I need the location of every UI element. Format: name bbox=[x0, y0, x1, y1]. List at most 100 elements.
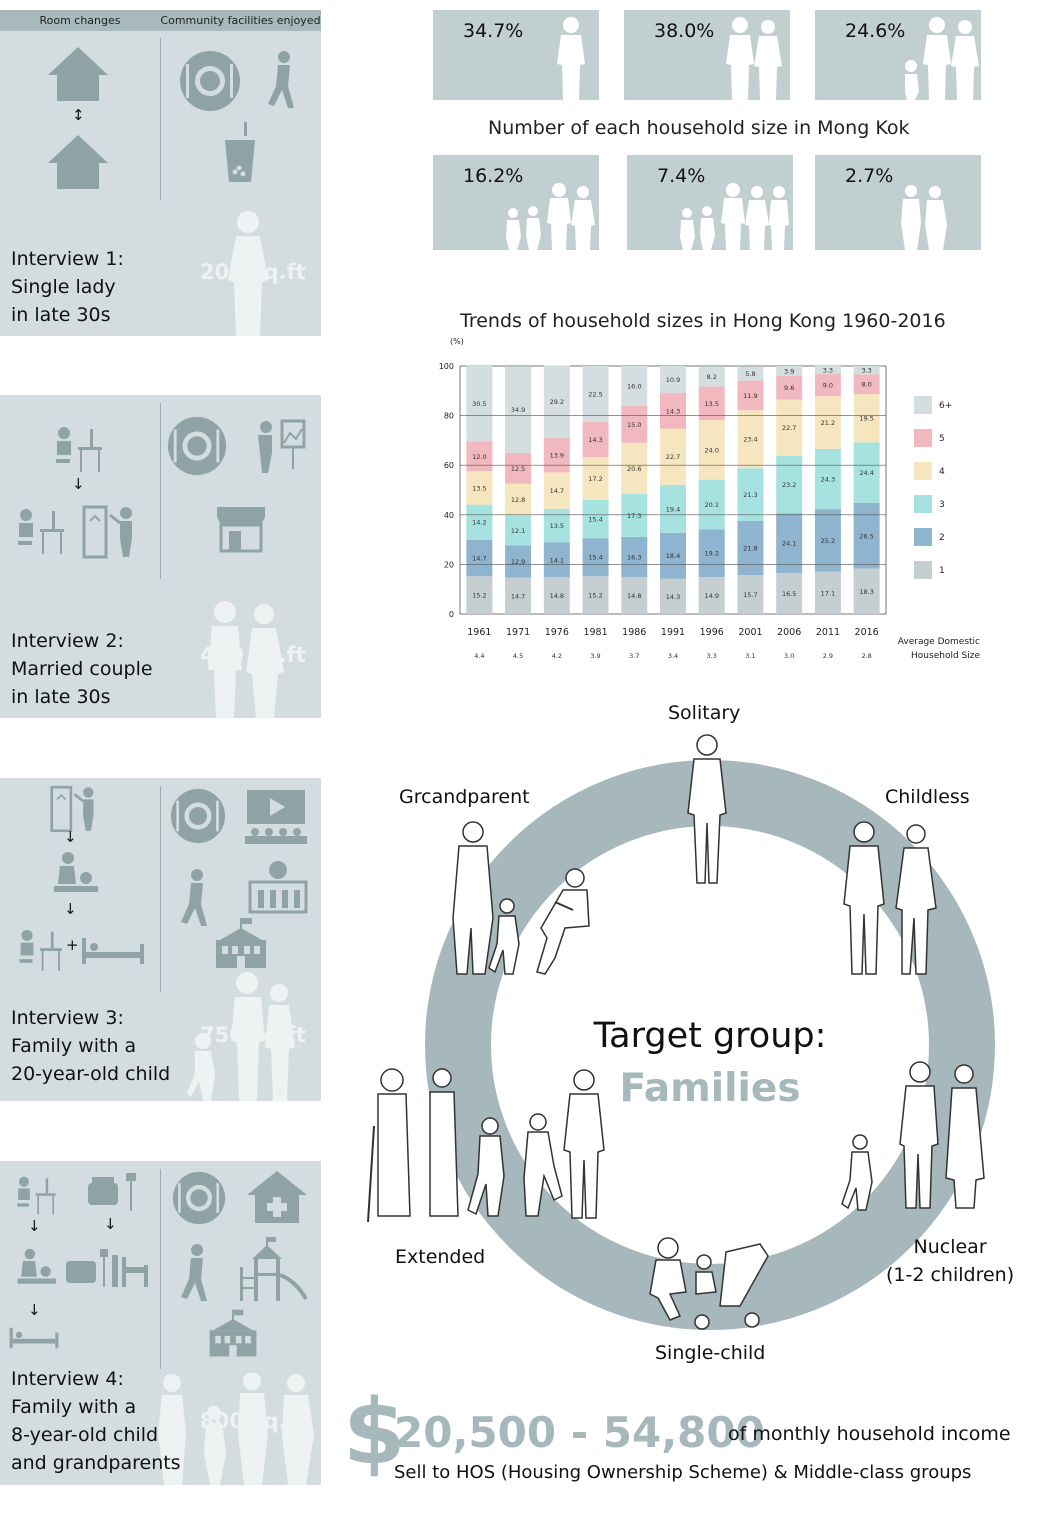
data-label: 14.3 bbox=[588, 436, 602, 444]
interview-3-title: Interview 3: Family with a 20-year-old c… bbox=[11, 1004, 170, 1088]
lady-silhouette-icon bbox=[228, 211, 268, 336]
shop-icon bbox=[217, 507, 265, 553]
title-line: Interview 4: bbox=[11, 1368, 124, 1390]
bar-segment-3 bbox=[466, 504, 493, 540]
bar-segment-6+ bbox=[543, 365, 570, 438]
data-label: 3.9 bbox=[784, 367, 794, 375]
bar-segment-3 bbox=[543, 508, 570, 543]
bar-segment-4 bbox=[737, 410, 764, 469]
divider bbox=[160, 1169, 161, 1369]
data-label: 13.9 bbox=[550, 452, 564, 460]
data-label: 8.2 bbox=[707, 373, 717, 381]
down-arrow-icon: ↓ bbox=[72, 475, 85, 493]
legend-swatch-6+ bbox=[914, 396, 932, 414]
interview-4-area: 800 sq.ft bbox=[200, 1409, 306, 1433]
bar-segment-1 bbox=[660, 578, 686, 614]
data-label: 15.4 bbox=[588, 554, 602, 562]
data-label: 9.0 bbox=[823, 382, 833, 390]
living-room-icon bbox=[66, 1249, 148, 1287]
household-stat-3-person: 24.6% bbox=[815, 10, 981, 100]
header-community-facilities: Community facilities enjoyed bbox=[160, 14, 321, 27]
label-extended: Extended bbox=[395, 1246, 486, 1268]
bar-segment-4 bbox=[776, 399, 803, 456]
household-size-trend-chart: (%)02040608010015.214.714.213.512.030.51… bbox=[439, 337, 981, 661]
bar-segment-2 bbox=[698, 529, 725, 578]
bar-segment-1 bbox=[698, 577, 725, 614]
x-tick-label: 2001 bbox=[738, 627, 762, 638]
data-label: 13.5 bbox=[550, 522, 564, 530]
single-child-family-icon bbox=[649, 1237, 769, 1330]
family-of-five-icon bbox=[680, 183, 789, 250]
data-label: 14.3 bbox=[666, 407, 680, 415]
desk-worker-icon bbox=[19, 929, 62, 972]
data-label: 25.2 bbox=[821, 537, 835, 545]
data-label: 14.3 bbox=[666, 593, 680, 601]
avg-size-label: Average Domestic bbox=[898, 637, 980, 647]
data-label: 21.8 bbox=[743, 545, 757, 553]
data-label: 19.4 bbox=[666, 505, 680, 513]
data-label: 3.3 bbox=[823, 366, 833, 374]
plus-icon: + bbox=[66, 936, 79, 954]
avg-household-size: 3.4 bbox=[668, 652, 678, 660]
x-tick-label: 2016 bbox=[855, 627, 879, 638]
label-nuclear-line: (1-2 children) bbox=[886, 1264, 1015, 1286]
bar-segment-1 bbox=[853, 568, 880, 614]
data-label: 11.9 bbox=[743, 392, 757, 400]
childless-couple-icon bbox=[843, 821, 937, 975]
sports-centre-icon bbox=[248, 861, 308, 914]
y-tick-label: 80 bbox=[444, 412, 454, 421]
desk-worker-icon bbox=[56, 427, 102, 472]
x-tick-label: 1991 bbox=[661, 627, 685, 638]
armchair-lamp-icon bbox=[88, 1173, 136, 1211]
header-room-changes: Room changes bbox=[39, 14, 121, 27]
couple-icon bbox=[726, 17, 782, 100]
bar-segment-5 bbox=[660, 393, 686, 429]
data-label: 19.5 bbox=[859, 415, 873, 423]
data-label: 16.5 bbox=[782, 590, 796, 598]
stat-value: 38.0% bbox=[654, 20, 715, 42]
data-label: 23.4 bbox=[743, 436, 757, 444]
title-line: Interview 3: bbox=[11, 1007, 124, 1029]
bar-segment-1 bbox=[466, 576, 493, 614]
bar-segment-6+ bbox=[660, 366, 686, 394]
wardrobe-icon bbox=[50, 785, 94, 833]
bar-segment-5 bbox=[776, 375, 803, 400]
data-label: 15.0 bbox=[627, 421, 641, 429]
grandparents-icon bbox=[901, 185, 947, 250]
bubble-tea-icon bbox=[225, 122, 255, 182]
x-tick-label: 1981 bbox=[583, 627, 607, 638]
y-axis-unit: (%) bbox=[450, 337, 464, 346]
bar-segment-3 bbox=[582, 499, 609, 539]
data-label: 29.2 bbox=[550, 398, 564, 406]
bar-segment-5 bbox=[737, 380, 764, 411]
bar-segment-2 bbox=[543, 542, 570, 578]
data-label: 22.7 bbox=[782, 424, 796, 432]
title-line: Family with a bbox=[11, 1035, 137, 1057]
income-range: 20,500 - 54,800 bbox=[394, 1408, 765, 1457]
divider bbox=[160, 786, 161, 992]
legend-swatch-4 bbox=[914, 462, 932, 480]
data-label: 14.9 bbox=[704, 592, 718, 600]
bar-segment-5 bbox=[505, 452, 532, 484]
bar-segment-6+ bbox=[776, 366, 803, 376]
data-label: 14.1 bbox=[550, 556, 564, 564]
legend-swatch-1 bbox=[914, 561, 932, 579]
label-grandparent: Grcandparent bbox=[399, 786, 530, 808]
family-of-four-icon bbox=[506, 183, 595, 250]
bar-segment-4 bbox=[466, 471, 493, 505]
data-label: 19.2 bbox=[704, 550, 718, 558]
title-line: 20-year-old child bbox=[11, 1063, 171, 1085]
grandparent-and-child-icon bbox=[452, 821, 590, 975]
house-icon bbox=[48, 47, 108, 101]
extended-family-silhouette-icon bbox=[158, 1373, 314, 1485]
data-label: 13.5 bbox=[704, 400, 718, 408]
running-child-icon bbox=[268, 51, 294, 108]
bar-segment-2 bbox=[737, 521, 764, 576]
data-label: 34.9 bbox=[511, 406, 525, 414]
data-label: 20.1 bbox=[704, 501, 718, 509]
bar-segment-5 bbox=[853, 374, 880, 395]
divider bbox=[160, 38, 161, 200]
plate-cutlery-icon bbox=[170, 788, 226, 844]
x-tick-label: 1971 bbox=[506, 627, 530, 638]
down-arrow-icon: ↓ bbox=[28, 1301, 41, 1319]
